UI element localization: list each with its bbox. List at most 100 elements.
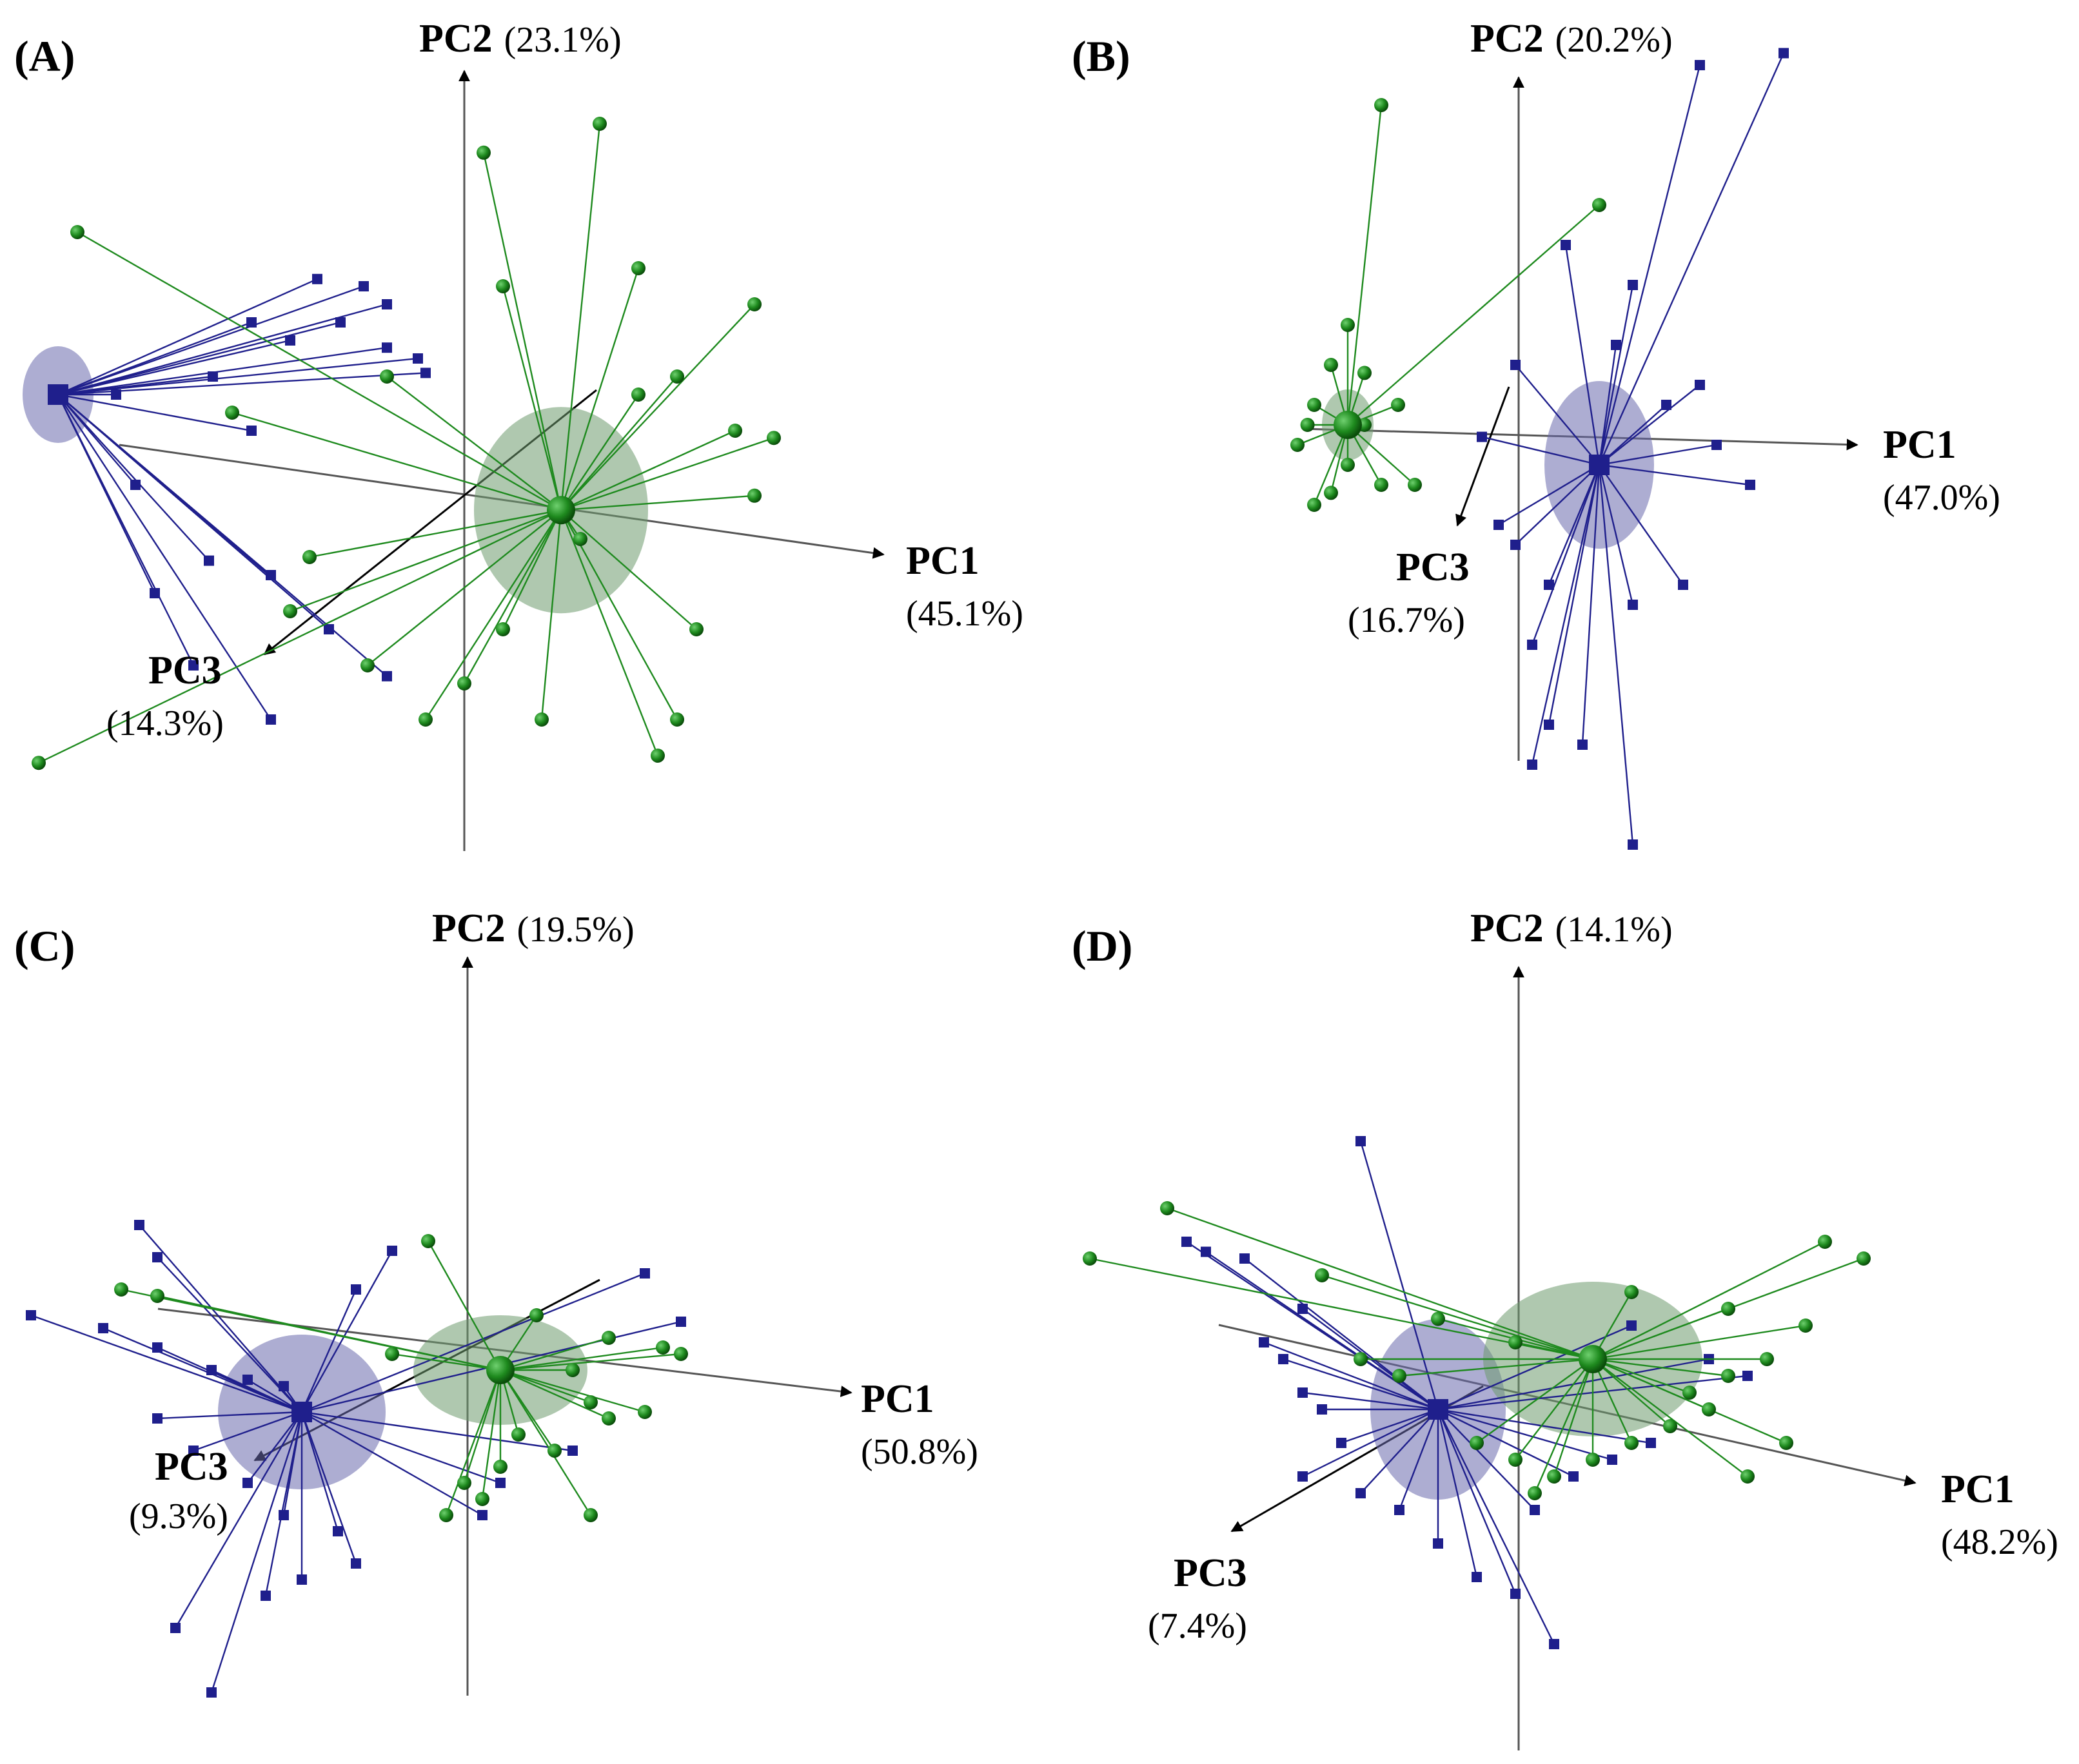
blue-spoke [1283,1358,1439,1411]
green-spoke [424,509,562,720]
blue-spoke [1437,1409,1517,1594]
blue-square-point [1661,400,1671,410]
blue-square-point [1646,1438,1656,1448]
blue-square-point [1628,600,1638,610]
pc2-variance: (19.5%) [517,910,635,950]
blue-spoke [57,357,419,396]
blue-square-point [382,299,392,309]
blue-square-point [1355,1488,1366,1498]
green-spoke [290,509,562,612]
blue-square-point [1568,1471,1579,1482]
green-circle-point [150,1289,164,1303]
green-circle-point [1624,1285,1639,1299]
green-spoke [1592,1358,1787,1444]
green-circle-point [1721,1369,1735,1383]
blue-spoke [57,278,318,396]
blue-square-point [387,1246,397,1256]
blue-spoke [139,1224,302,1413]
green-circle-point [728,424,742,438]
green-spoke [560,394,639,511]
green-spoke [309,509,562,558]
green-circle-point [670,369,684,384]
green-spoke [427,1240,502,1371]
green-spoke [499,1369,592,1516]
green-spoke [1167,1207,1593,1360]
green-circle-point [631,261,645,275]
blue-spoke [1515,364,1600,466]
green-circle-point [1547,1469,1561,1484]
blue-spoke [157,1257,302,1413]
blue-square-point [152,1413,163,1424]
blue-spoke [1437,1324,1632,1411]
green-spoke [232,411,562,511]
green-circle-point [638,1405,652,1419]
green-circle-point [380,369,394,384]
blue-square-point [1778,48,1789,59]
green-circle-point [535,712,549,727]
green-circle-point [1391,398,1405,412]
blue-square-point [1259,1337,1269,1348]
blue-square-point [188,1446,199,1456]
pc2-label: PC2 (19.5%) [432,906,635,950]
pc2-variance: (14.1%) [1555,910,1673,950]
green-spoke [540,510,562,720]
green-circle-point [1818,1235,1832,1249]
green-spoke [500,1369,645,1413]
green-spoke [560,268,640,511]
green-circle-point [1779,1436,1793,1450]
panel-label: (B) [1072,32,1130,81]
green-spoke [560,429,736,511]
blue-square-point [1530,1505,1540,1515]
blue-spoke [1263,1341,1439,1411]
blue-square-point [204,555,214,566]
green-circle-point [1341,318,1355,332]
pc1-variance: (48.2%) [1941,1522,2058,1562]
blue-square-point [477,1510,488,1520]
green-circle-point [1324,358,1338,372]
blue-square-point [1711,440,1722,450]
green-circle-point [496,279,510,293]
green-centroid [1579,1345,1607,1373]
pca-panel-b: (B) PC2 (20.2%) PC1 (47.0%) PC3 (16.7%) [1072,17,2000,850]
blue-square-point [1561,240,1571,250]
blue-centroid [1428,1399,1448,1420]
green-circle-point [1857,1251,1871,1266]
blue-spoke [1598,284,1634,466]
green-circle-point [529,1308,544,1322]
green-spoke [1592,1358,1729,1377]
blue-square-point [285,335,295,346]
green-circle-point [1374,478,1388,492]
pc3-label: PC3 [148,649,222,692]
green-circle-point [1307,498,1321,512]
blue-square-point [1577,740,1588,750]
blue-square-point [1745,480,1755,490]
green-circle-point [32,756,46,770]
pc3-variance: (9.3%) [129,1496,228,1536]
blue-square-point [246,317,257,328]
blue-spoke [57,321,341,396]
green-spoke [500,1346,664,1371]
blue-square-point [1544,720,1554,730]
blue-spoke [57,285,364,396]
blue-spoke [211,1369,302,1413]
blue-square-point [1278,1354,1288,1364]
green-circle-point [421,1234,435,1248]
green-circle-point [1392,1369,1406,1383]
blue-square-point [335,317,346,328]
pc3-label: PC3 [155,1445,228,1489]
blue-square-point [130,480,141,490]
blue-spoke [57,394,156,594]
blue-square-point [676,1317,686,1327]
green-circle-point [1702,1402,1716,1416]
green-circle-point [1324,485,1338,500]
green-circle-point [385,1347,399,1361]
blue-square-point [1549,1639,1559,1649]
green-spoke [1553,1358,1594,1477]
blue-square-point [1510,1589,1521,1599]
green-circle-point [457,676,471,691]
pc1-label: PC1 [861,1377,934,1421]
pc2-label: PC2 (14.1%) [1470,906,1673,950]
blue-square-point [1201,1246,1211,1257]
blue-square-point [242,1375,253,1385]
